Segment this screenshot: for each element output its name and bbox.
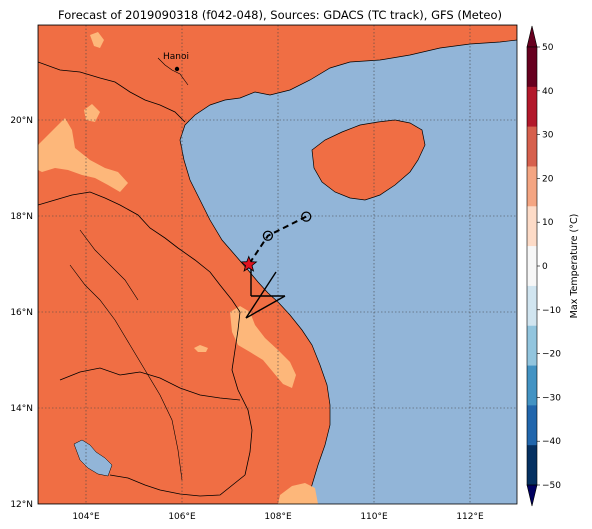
lat-tick-label: 12°N	[10, 500, 33, 510]
colorbar-tick-label: −40	[542, 437, 561, 447]
river	[157, 57, 189, 86]
colorbar-cell	[527, 47, 537, 88]
national-border	[109, 474, 246, 497]
colorbar-tick-label: −20	[542, 350, 561, 360]
lon-tick-label: 110°E	[360, 512, 388, 522]
colorbar-cell	[527, 365, 537, 406]
lon-tick-label: 106°E	[168, 512, 196, 522]
river	[69, 264, 183, 481]
cool-patch	[73, 439, 113, 477]
national-border	[231, 311, 253, 476]
colorbar-cells	[527, 47, 537, 486]
colorbar-cell	[527, 445, 537, 486]
track-point[interactable]	[262, 230, 274, 241]
colorbar-bottom-arrow	[526, 484, 538, 507]
colorbar: 50 40 30 20 10 0 −10 −20 −30 −40 −50 Max Temperatu…	[526, 25, 580, 507]
lon-tick-label: 104°E	[72, 512, 100, 522]
mainland	[38, 25, 517, 504]
colorbar-tick-label: −10	[542, 306, 561, 316]
national-border	[38, 191, 241, 313]
warm-patch-small	[90, 32, 104, 48]
lat-tick-label: 20°N	[10, 116, 33, 126]
warm-patch-tiny	[84, 104, 100, 122]
national-border	[38, 61, 186, 123]
hanoi-label: Hanoi	[163, 52, 189, 62]
lat-tick-label: 14°N	[10, 404, 33, 414]
warm-patch-mid	[194, 345, 208, 352]
colorbar-cell	[527, 126, 537, 167]
colorbar-tick-label: 10	[542, 218, 554, 228]
colorbar-cell	[527, 285, 537, 327]
colorbar-label: Max Temperature (°C)	[569, 214, 580, 319]
track-point[interactable]	[301, 211, 312, 222]
map-area[interactable]: Hanoi	[38, 25, 517, 504]
lat-tick-labels: 20°N 18°N 16°N 14°N 12°N	[10, 116, 33, 510]
colorbar-cell	[527, 206, 537, 247]
colorbar-cell	[527, 325, 537, 366]
warm-patch-central	[230, 306, 296, 388]
hainan-island	[311, 119, 426, 201]
lon-tick-label: 108°E	[264, 512, 292, 522]
colorbar-tick-label: −50	[542, 481, 561, 491]
lat-tick-label: 18°N	[10, 212, 33, 222]
colorbar-top-arrow	[526, 25, 538, 48]
colorbar-cell	[527, 86, 537, 127]
storm-position-marker[interactable]	[240, 255, 258, 272]
colorbar-tick-label: 50	[542, 43, 554, 53]
lon-tick-label: 112°E	[456, 512, 484, 522]
map-title: Forecast of 2019090318 (f042-048), Sourc…	[58, 8, 502, 22]
colorbar-ticks: 50 40 30 20 10 0 −10 −20 −30 −40 −50	[537, 43, 561, 491]
colorbar-cell	[527, 246, 537, 287]
gridlines	[38, 25, 517, 504]
tc-track	[240, 211, 312, 272]
colorbar-tick-label: 40	[542, 87, 554, 97]
lon-tick-labels: 104°E 106°E 108°E 110°E 112°E	[72, 512, 484, 522]
warm-patch-south	[278, 483, 318, 504]
warm-patch-north	[38, 118, 128, 192]
river	[79, 229, 139, 301]
national-border	[59, 367, 241, 401]
colorbar-tick-label: 20	[542, 174, 554, 184]
colorbar-cell	[527, 405, 537, 446]
colorbar-cell	[527, 166, 537, 207]
colorbar-tick-label: 30	[542, 131, 554, 141]
track-line	[247, 215, 307, 266]
lat-tick-label: 16°N	[10, 308, 33, 318]
colorbar-tick-label: 0	[542, 262, 548, 272]
map-frame	[37, 24, 518, 505]
colorbar-tick-label: −30	[542, 393, 561, 403]
hanoi-marker[interactable]	[174, 66, 180, 72]
